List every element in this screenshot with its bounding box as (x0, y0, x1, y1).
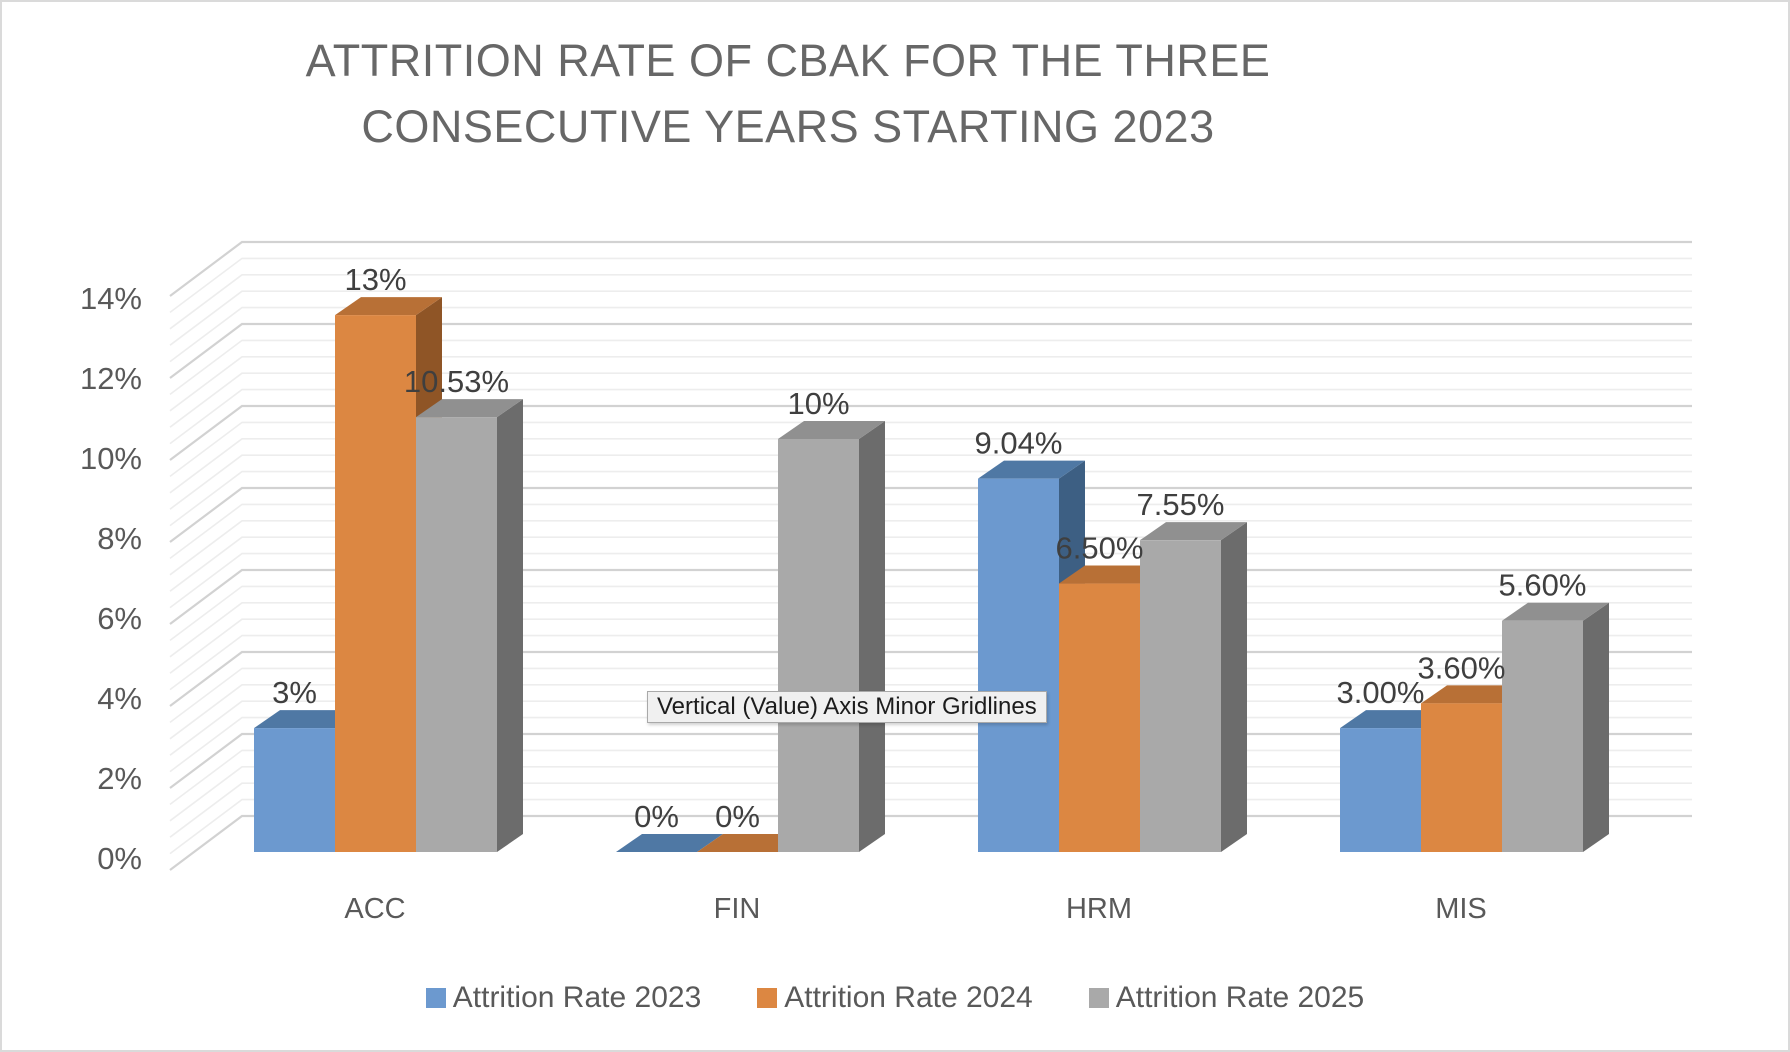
value-axis-minor-gridline[interactable] (169, 421, 1692, 478)
bar-mis-attrition-rate-2024-top (1421, 685, 1528, 704)
bars (254, 297, 1609, 853)
data-label-mis-attrition-rate-2025[interactable]: 5.60% (1499, 568, 1587, 603)
legend-label-2023: Attrition Rate 2023 (452, 981, 702, 1014)
x-axis-label-fin[interactable]: FIN (713, 893, 761, 925)
value-axis-minor-gridline[interactable] (169, 519, 1692, 576)
legend-swatch-2025-icon (1088, 988, 1109, 1008)
bar-fin-attrition-rate-2024-top (697, 834, 804, 852)
bar-acc-attrition-rate-2025-top (416, 399, 523, 418)
legend-item-2025[interactable]: Attrition Rate 2025 (1088, 978, 1365, 1018)
y-axis-tick-8[interactable]: 8% (97, 521, 142, 556)
value-axis-major-gridline[interactable] (169, 486, 1692, 543)
value-axis-minor-gridline[interactable] (169, 454, 1692, 510)
bar-acc-attrition-rate-2025[interactable] (416, 399, 523, 852)
y-axis-tick-0[interactable]: 0% (97, 841, 142, 876)
bar-fin-attrition-rate-2023-top (616, 834, 723, 852)
data-label-fin-attrition-rate-2025[interactable]: 10% (787, 386, 849, 421)
bar-mis-attrition-rate-2025[interactable] (1502, 602, 1609, 852)
bar-hrm-attrition-rate-2023-top (978, 460, 1085, 479)
bar-acc-attrition-rate-2023-top (254, 710, 361, 729)
bar-fin-attrition-rate-2023[interactable] (616, 834, 723, 852)
value-axis-minor-gridline[interactable] (169, 470, 1692, 527)
x-axis-label-acc[interactable]: ACC (344, 893, 406, 925)
bar-hrm-attrition-rate-2025-top (1140, 522, 1247, 541)
bar-mis-attrition-rate-2025-front (1502, 620, 1583, 852)
bar-fin-attrition-rate-2025-side (859, 421, 885, 852)
y-axis-tick-14[interactable]: 14% (79, 281, 142, 316)
data-label-fin-attrition-rate-2023[interactable]: 0% (634, 799, 679, 834)
value-axis-minor-gridline[interactable] (169, 437, 1692, 494)
value-axis-major-gridline[interactable] (169, 240, 1692, 297)
chart-title-line1: ATTRITION RATE OF CBAK FOR THE THREE (305, 35, 1271, 86)
bar-acc-attrition-rate-2024-front (335, 315, 416, 853)
value-axis-minor-gridline[interactable] (169, 290, 1692, 346)
value-axis-minor-gridline[interactable] (169, 306, 1692, 363)
legend-label-2024: Attrition Rate 2024 (784, 981, 1033, 1014)
x-axis-label-hrm[interactable]: HRM (1065, 893, 1133, 925)
chart-title[interactable]: ATTRITION RATE OF CBAK FOR THE THREE CON… (306, 28, 1271, 160)
bar-hrm-attrition-rate-2024-front (1059, 583, 1140, 852)
legend-item-2024[interactable]: Attrition Rate 2024 (757, 978, 1033, 1018)
gridlines-tooltip: Vertical (Value) Axis Minor Gridlines (647, 691, 1047, 723)
legend-swatch-2024-icon (757, 988, 778, 1008)
y-axis-tick-4[interactable]: 4% (97, 681, 142, 716)
bar-hrm-attrition-rate-2025-front (1140, 540, 1221, 852)
data-label-hrm-attrition-rate-2025[interactable]: 7.55% (1137, 487, 1225, 522)
bar-hrm-attrition-rate-2025-side (1221, 522, 1247, 852)
bar-acc-attrition-rate-2025-side (497, 399, 523, 852)
data-label-mis-attrition-rate-2023[interactable]: 3.00% (1337, 675, 1425, 710)
bar-acc-attrition-rate-2025-front (416, 417, 497, 852)
data-label-mis-attrition-rate-2024[interactable]: 3.60% (1418, 650, 1506, 685)
chart-title-line2: CONSECUTIVE YEARS STARTING 2023 (361, 101, 1215, 152)
data-label-acc-attrition-rate-2024[interactable]: 13% (344, 262, 406, 297)
bar-fin-attrition-rate-2025-top (778, 421, 885, 439)
bar-mis-attrition-rate-2023-top (1340, 710, 1447, 729)
value-axis-minor-gridline[interactable] (169, 388, 1692, 445)
bar-mis-attrition-rate-2025-side (1583, 602, 1609, 852)
y-axis-tick-10[interactable]: 10% (79, 441, 142, 476)
bar-mis-attrition-rate-2023-front (1340, 728, 1421, 852)
bar-fin-attrition-rate-2024[interactable] (697, 834, 804, 852)
bar-hrm-attrition-rate-2024-top (1059, 565, 1166, 584)
bar-fin-attrition-rate-2025-front (778, 439, 859, 852)
data-label-acc-attrition-rate-2023[interactable]: 3% (272, 675, 317, 710)
bar-hrm-attrition-rate-2025[interactable] (1140, 522, 1247, 852)
x-axis-label-mis[interactable]: MIS (1435, 893, 1487, 925)
bar-mis-attrition-rate-2025-top (1502, 602, 1609, 621)
data-label-hrm-attrition-rate-2023[interactable]: 9.04% (975, 426, 1063, 461)
value-axis-minor-gridline[interactable] (169, 372, 1692, 428)
bar-acc-attrition-rate-2024-top (335, 297, 442, 316)
value-axis-minor-gridline[interactable] (169, 503, 1692, 560)
value-axis-major-gridline[interactable] (169, 322, 1692, 379)
value-axis-minor-gridline[interactable] (169, 339, 1692, 396)
bar-mis-attrition-rate-2024-front (1421, 703, 1502, 852)
y-axis-tick-6[interactable]: 6% (97, 601, 142, 636)
legend-label-2025: Attrition Rate 2025 (1115, 981, 1365, 1014)
value-axis-minor-gridline[interactable] (169, 273, 1692, 330)
data-labels: 3% 13% 10.53% 0% 0% 10% 9.04% 6.50% 7.55% 3.00%3.… (272, 262, 1586, 834)
value-axis-major-gridline[interactable] (169, 404, 1692, 461)
y-axis-tick-2[interactable]: 2% (97, 761, 142, 796)
legend-item-2023[interactable]: Attrition Rate 2023 (425, 978, 702, 1018)
data-label-hrm-attrition-rate-2024[interactable]: 6.50% (1056, 531, 1144, 566)
data-label-acc-attrition-rate-2025[interactable]: 10.53% (404, 364, 509, 399)
y-axis-tick-12[interactable]: 12% (79, 361, 142, 396)
data-label-fin-attrition-rate-2024[interactable]: 0% (715, 799, 760, 834)
legend-swatch-2023-icon (425, 988, 446, 1008)
value-axis-minor-gridline[interactable] (169, 355, 1692, 412)
value-axis-minor-gridline[interactable] (169, 257, 1692, 314)
bar-acc-attrition-rate-2023-front (254, 728, 335, 852)
bar-hrm-attrition-rate-2023-front (978, 478, 1059, 852)
bar-fin-attrition-rate-2025[interactable] (778, 421, 885, 852)
legend[interactable]: Attrition Rate 2023 Attrition Rate 2024 … (2, 976, 1788, 1020)
